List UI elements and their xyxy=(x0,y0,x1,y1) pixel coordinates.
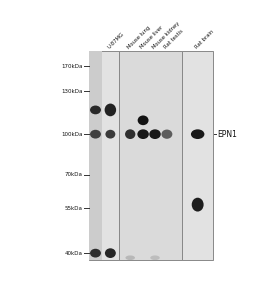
Ellipse shape xyxy=(90,130,101,139)
Ellipse shape xyxy=(90,106,101,114)
Ellipse shape xyxy=(150,256,160,260)
Ellipse shape xyxy=(137,129,149,139)
Ellipse shape xyxy=(149,129,161,139)
Bar xyxy=(119,51,182,260)
Bar xyxy=(182,51,212,260)
Text: 130kDa: 130kDa xyxy=(61,89,83,94)
Ellipse shape xyxy=(192,198,204,212)
Text: 170kDa: 170kDa xyxy=(61,64,83,68)
Ellipse shape xyxy=(125,256,135,260)
Ellipse shape xyxy=(105,103,116,116)
Text: Rat brain: Rat brain xyxy=(194,29,215,50)
Text: 100kDa: 100kDa xyxy=(61,132,83,137)
Text: Mouse lung: Mouse lung xyxy=(127,25,152,50)
Bar xyxy=(89,51,119,260)
Text: Mouse liver: Mouse liver xyxy=(140,25,165,50)
Text: EPN1: EPN1 xyxy=(217,130,237,139)
Text: 40kDa: 40kDa xyxy=(65,250,83,256)
Ellipse shape xyxy=(125,129,135,139)
Ellipse shape xyxy=(105,130,115,139)
Ellipse shape xyxy=(138,116,148,125)
Ellipse shape xyxy=(191,129,204,139)
Text: Mouse kidney: Mouse kidney xyxy=(152,21,181,50)
Ellipse shape xyxy=(105,248,116,258)
Ellipse shape xyxy=(90,249,101,257)
Text: Rat testis: Rat testis xyxy=(163,28,185,50)
Text: 70kDa: 70kDa xyxy=(65,172,83,177)
Bar xyxy=(89,51,102,260)
Ellipse shape xyxy=(162,130,172,139)
Text: 55kDa: 55kDa xyxy=(65,206,83,211)
Text: U-87MG: U-87MG xyxy=(107,32,125,50)
